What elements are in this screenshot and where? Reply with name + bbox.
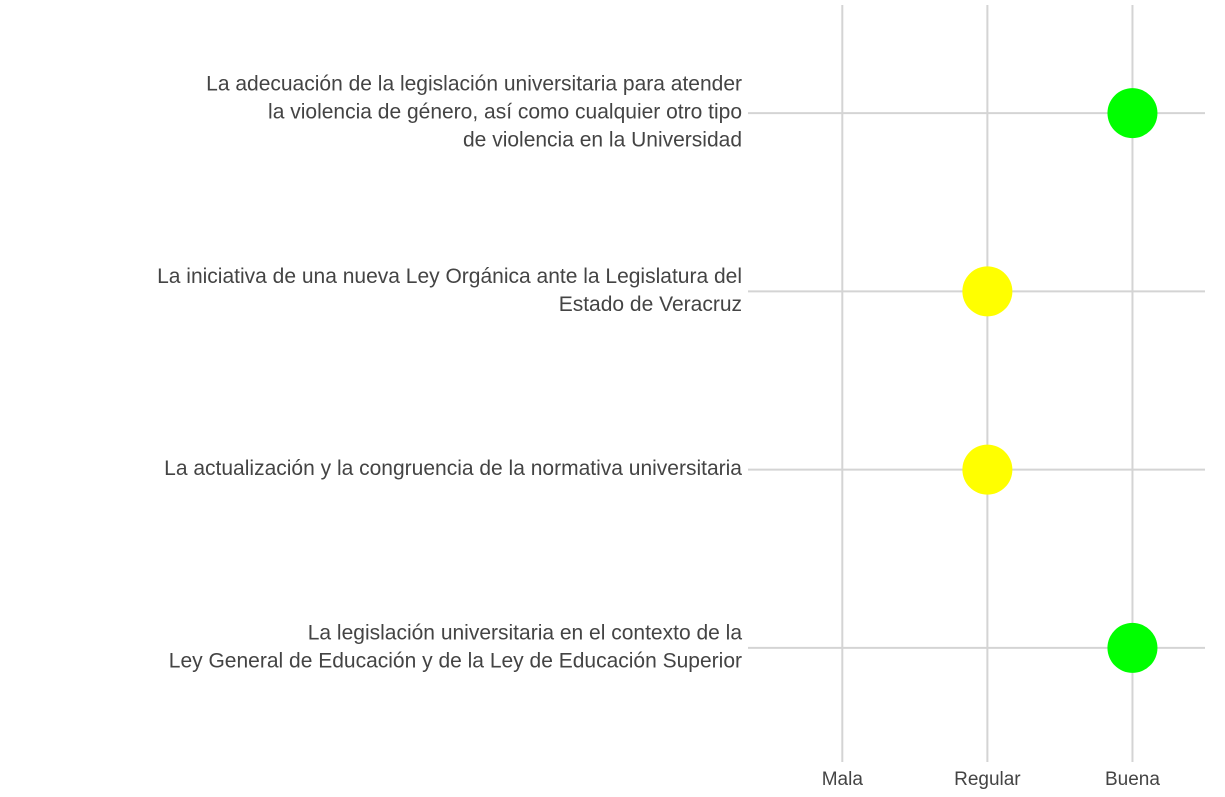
y-tick-label: Ley General de Educación y de la Ley de … bbox=[169, 649, 742, 672]
dot bbox=[1107, 622, 1158, 673]
y-tick-label: La legislación universitaria en el conte… bbox=[308, 621, 743, 644]
y-tick-label: La adecuación de la legislación universi… bbox=[206, 73, 742, 96]
y-tick-label: Estado de Veracruz bbox=[559, 293, 742, 316]
x-tick-label: Regular bbox=[954, 769, 1021, 790]
y-tick-label: La iniciativa de una nueva Ley Orgánica … bbox=[157, 265, 742, 288]
dot bbox=[962, 444, 1013, 495]
x-tick-label: Mala bbox=[822, 769, 864, 790]
x-tick-label: Buena bbox=[1105, 769, 1160, 790]
y-tick-label: de violencia en la Universidad bbox=[463, 129, 742, 152]
y-tick-label: La actualización y la congruencia de la … bbox=[164, 457, 742, 480]
dot bbox=[962, 266, 1013, 317]
y-tick-label: la violencia de género, así como cualqui… bbox=[268, 101, 742, 124]
dot bbox=[1107, 88, 1158, 139]
